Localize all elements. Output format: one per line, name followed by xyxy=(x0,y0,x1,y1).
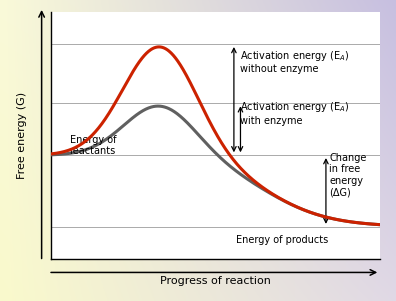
Text: Activation energy (E$_A$)
without enzyme: Activation energy (E$_A$) without enzyme xyxy=(240,48,350,74)
Text: Progress of reaction: Progress of reaction xyxy=(160,276,271,286)
Text: Energy of products: Energy of products xyxy=(236,235,328,245)
Text: Energy of
reactants: Energy of reactants xyxy=(70,135,116,156)
Text: Activation energy (E$_A$)
with enzyme: Activation energy (E$_A$) with enzyme xyxy=(240,101,350,126)
Text: Free energy (G): Free energy (G) xyxy=(17,92,27,179)
Text: Change
in free
energy
(ΔG): Change in free energy (ΔG) xyxy=(329,153,367,197)
